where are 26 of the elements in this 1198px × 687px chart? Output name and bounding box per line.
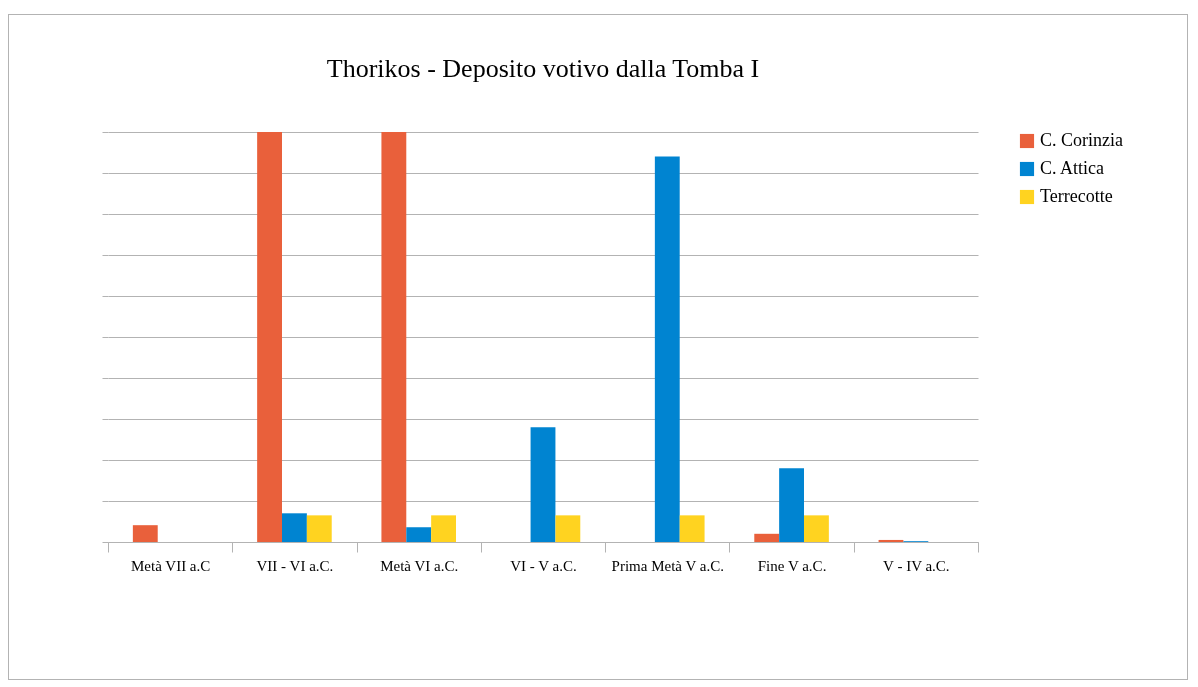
bar [431,515,456,542]
bar [779,468,804,542]
bar [530,427,556,542]
bar [679,515,705,542]
x-tick-label: Prima Metà V a.C. [611,557,724,574]
bar [754,533,780,542]
legend-label: C. Corinzia [1040,130,1123,150]
bar [132,525,158,542]
bar [406,527,432,542]
x-tick-label: VI - V a.C. [510,557,577,574]
x-tick-label: V - IV a.C. [883,557,950,574]
x-tick-label: Metà VII a.C [130,557,211,574]
x-tick-label: Metà VI a.C. [380,557,459,574]
legend-label: C. Attica [1040,158,1104,178]
bar [306,515,332,542]
bar [804,515,829,542]
bar [381,132,407,542]
bar [282,513,307,542]
bar [654,156,680,542]
chart-title: Thorikos - Deposito votivo dalla Tomba I [326,53,760,83]
bar [555,515,581,542]
x-tick-label: Fine V a.C. [757,557,827,574]
bar [257,132,282,542]
legend-label: Terrecotte [1040,186,1113,206]
bar [878,539,904,542]
x-tick-label: VII - VI a.C. [256,557,334,574]
